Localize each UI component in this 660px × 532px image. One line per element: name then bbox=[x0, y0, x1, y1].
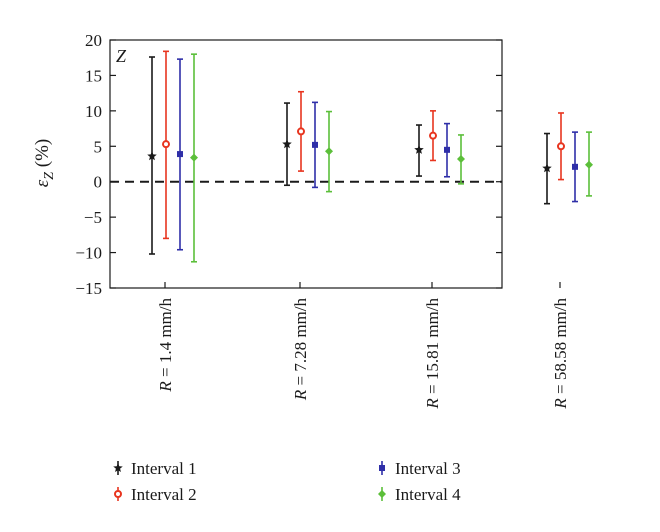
y-tick-label: 10 bbox=[85, 102, 102, 121]
x-tick-label-symbol: R bbox=[551, 398, 570, 410]
x-tick-label: R = 1.4 mm/h bbox=[156, 298, 175, 393]
x-tick-label-value: = 58.58 mm/h bbox=[551, 298, 570, 399]
data-point bbox=[572, 163, 578, 170]
data-point bbox=[297, 127, 305, 136]
data-point bbox=[429, 131, 437, 140]
x-tick-label: R = 58.58 mm/h bbox=[551, 298, 570, 410]
series-interval-1 bbox=[147, 56, 552, 255]
error-bars bbox=[147, 50, 593, 263]
y-tick-label: 15 bbox=[85, 66, 102, 85]
legend-item: Interval 1 bbox=[113, 459, 197, 478]
y-tick-label: −5 bbox=[84, 208, 102, 227]
data-point bbox=[585, 160, 593, 169]
data-point bbox=[325, 147, 333, 156]
data-point bbox=[542, 163, 552, 173]
panel-label: Z bbox=[116, 46, 127, 66]
y-tick-label: −15 bbox=[75, 279, 102, 298]
legend: Interval 1 Interval 2 Interval 3 Interval 4 bbox=[113, 459, 461, 504]
x-tick-label-value: = 7.28 mm/h bbox=[291, 298, 310, 390]
legend-swatch-marker bbox=[113, 463, 123, 473]
x-axis-ticks: R = 1.4 mm/hR = 7.28 mm/hR = 15.81 mm/hR… bbox=[156, 282, 570, 410]
legend-label: Interval 3 bbox=[395, 459, 461, 478]
y-axis-ticks: −15 −10 −5 0 5 10 15 20 bbox=[75, 31, 502, 298]
series-interval-4 bbox=[190, 53, 593, 263]
x-tick-label: R = 15.81 mm/h bbox=[423, 298, 442, 410]
y-axis-symbol: ε bbox=[32, 179, 53, 187]
legend-swatch-marker bbox=[114, 490, 122, 498]
y-axis-label: εZ (%) bbox=[32, 139, 57, 188]
data-point bbox=[177, 151, 183, 158]
y-tick-label: 0 bbox=[94, 173, 103, 192]
data-point bbox=[190, 153, 198, 162]
legend-item: Interval 2 bbox=[114, 485, 197, 504]
x-tick-label-symbol: R bbox=[423, 398, 442, 410]
y-axis-unit: (%) bbox=[32, 139, 53, 172]
legend-label: Interval 2 bbox=[131, 485, 197, 504]
data-point bbox=[557, 142, 565, 151]
y-tick-label: 5 bbox=[94, 137, 103, 156]
legend-item: Interval 3 bbox=[379, 459, 461, 478]
legend-swatch-marker bbox=[378, 490, 386, 498]
x-tick-label: R = 7.28 mm/h bbox=[291, 298, 310, 402]
legend-item: Interval 4 bbox=[378, 485, 461, 504]
data-point bbox=[147, 151, 157, 161]
y-axis-subscript: Z bbox=[42, 172, 57, 180]
svg-text:εZ (%): εZ (%) bbox=[32, 139, 57, 188]
series-interval-2 bbox=[162, 50, 565, 240]
data-point bbox=[444, 146, 450, 153]
x-tick-label-symbol: R bbox=[291, 389, 310, 401]
data-point bbox=[162, 140, 170, 149]
legend-label: Interval 1 bbox=[131, 459, 197, 478]
x-tick-label-value: = 1.4 mm/h bbox=[156, 298, 175, 382]
x-tick-label-value: = 15.81 mm/h bbox=[423, 298, 442, 399]
x-tick-label-symbol: R bbox=[156, 381, 175, 393]
data-point bbox=[312, 141, 318, 148]
y-tick-label: 20 bbox=[85, 31, 102, 50]
y-tick-label: −10 bbox=[75, 244, 102, 263]
legend-label: Interval 4 bbox=[395, 485, 461, 504]
plot-frame bbox=[109, 39, 503, 289]
data-point bbox=[457, 155, 465, 164]
data-point bbox=[414, 144, 424, 154]
legend-swatch-marker bbox=[379, 465, 385, 471]
series-interval-3 bbox=[177, 58, 578, 251]
data-point bbox=[282, 139, 292, 149]
